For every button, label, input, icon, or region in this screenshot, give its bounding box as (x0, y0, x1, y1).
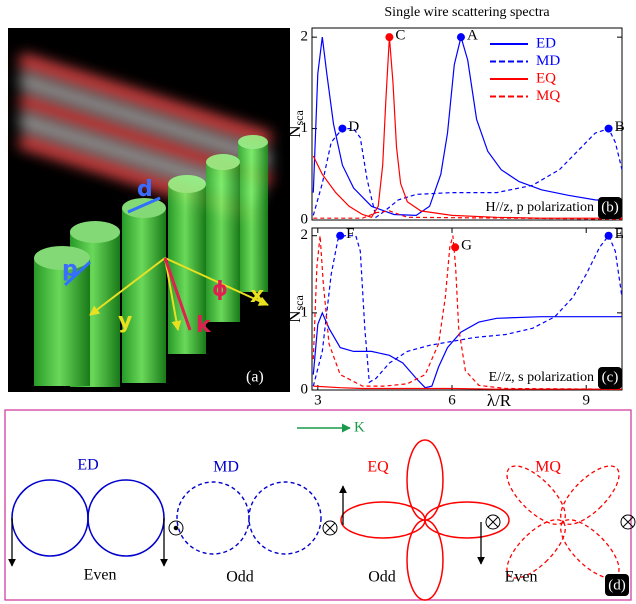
legend-label: ED (536, 35, 556, 51)
legend-label: EQ (536, 70, 556, 86)
legend-label: MQ (536, 88, 560, 104)
annotation: H//z, p polarization (486, 200, 594, 215)
y-tick-label: 0 (301, 211, 309, 227)
annotation: E//z, s polarization (489, 370, 594, 385)
marker-label: F (346, 226, 354, 242)
legend-label: MD (536, 53, 560, 69)
md-pattern (177, 482, 321, 554)
marker-point (385, 33, 393, 41)
panel-a: d p x y k ϕ (a) (8, 28, 290, 392)
y-tick-label: 0 (301, 381, 309, 397)
marker-point (338, 125, 346, 133)
marker-point (605, 232, 613, 240)
marker-label: D (348, 119, 359, 135)
figure: d p x y k ϕ (a) K (0, 0, 636, 604)
vector-label: d (137, 177, 153, 202)
marker-point (457, 33, 465, 41)
mode-label: MD (213, 459, 239, 476)
y-tick-label: 1 (301, 120, 309, 136)
x-tick-label: 9 (582, 392, 590, 408)
x-tick-label: 6 (448, 392, 456, 408)
wave-vector-label: K (354, 419, 365, 435)
vector-label: k (196, 313, 212, 338)
y-tick-label: 2 (301, 29, 309, 45)
panel-label: (c) (602, 369, 619, 385)
parity-label: Even (84, 567, 117, 584)
chart-title: Single wire scattering spectra (384, 5, 550, 20)
y-tick-label: 2 (301, 227, 309, 243)
ed-pattern (12, 480, 164, 556)
x-tick-label: 3 (314, 392, 322, 408)
marker-point (451, 243, 459, 251)
series-line (313, 236, 622, 390)
parity-label: Odd (368, 569, 396, 586)
vector-label: p (62, 257, 78, 282)
marker-point (336, 232, 344, 240)
parity-label: Even (505, 569, 538, 586)
series-line (313, 236, 622, 386)
page: {"panel_a": {"label": "(a)", "labels": [… (0, 0, 636, 604)
marker-label: G (461, 238, 472, 254)
parity-label: Odd (226, 569, 254, 586)
panel-label: (d) (608, 577, 626, 593)
panel-d: K ED MD EQ MQ Even (5, 410, 636, 604)
panel-label: (a) (246, 369, 264, 386)
mode-label: EQ (367, 459, 389, 476)
mode-label: MQ (535, 459, 561, 476)
vector-label: y (118, 309, 132, 334)
marker-label: A (467, 28, 478, 44)
mode-label: ED (77, 457, 98, 474)
series-line (313, 37, 622, 215)
x-axis-label: λ/R (487, 391, 512, 410)
y-tick-label: 1 (301, 304, 309, 320)
panel-label: (b) (601, 199, 619, 215)
marker-label: C (395, 28, 405, 44)
series-line (313, 37, 622, 218)
vector-label: ϕ (212, 277, 228, 301)
marker-label: E (615, 226, 624, 242)
marker-point (605, 125, 613, 133)
eq-pattern (341, 440, 509, 600)
vector-label: x (250, 283, 264, 308)
marker-label: B (615, 119, 625, 135)
